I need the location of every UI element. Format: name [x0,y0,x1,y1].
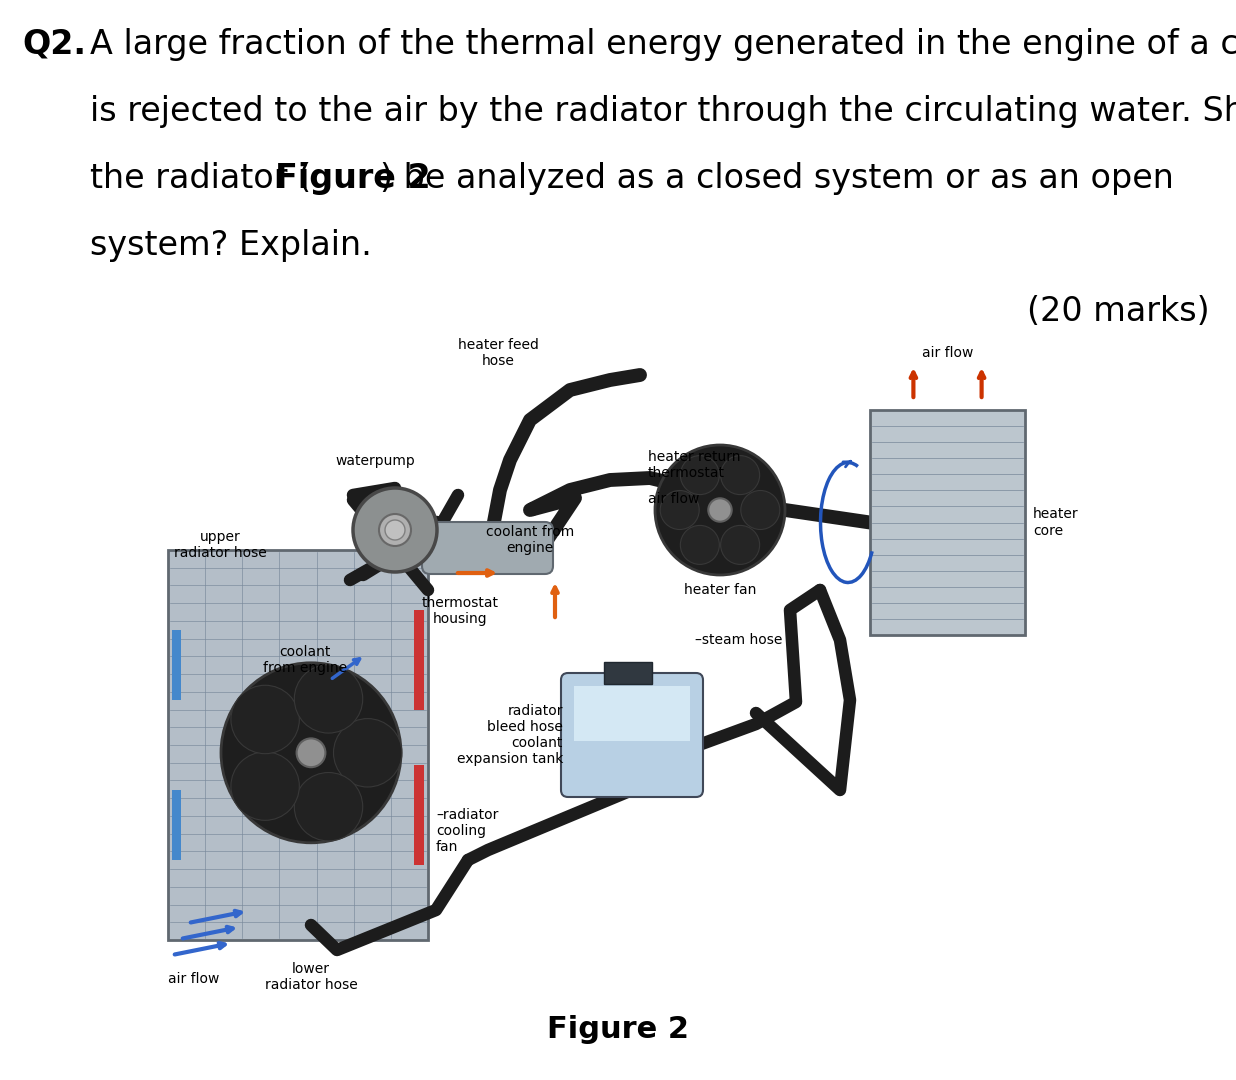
Circle shape [379,514,412,546]
Circle shape [334,718,402,787]
Bar [604,662,653,684]
Bar [414,610,424,710]
Circle shape [680,456,719,495]
Text: the radiator (: the radiator ( [90,162,311,195]
Circle shape [297,739,325,767]
Bar [168,550,428,940]
Circle shape [294,772,362,841]
Bar [414,765,424,865]
Text: heater fan: heater fan [684,583,756,597]
Circle shape [221,663,400,842]
Text: air flow: air flow [648,492,700,507]
Text: Figure 2: Figure 2 [548,1015,688,1044]
Text: Q2.: Q2. [22,28,87,60]
Circle shape [680,525,719,565]
Text: heater
core: heater core [1033,508,1079,538]
Circle shape [721,456,760,495]
Circle shape [708,498,732,522]
Circle shape [231,752,299,821]
Text: air flow: air flow [922,346,973,360]
Bar [172,630,180,700]
Text: upper
radiator hose: upper radiator hose [173,530,267,561]
Text: coolant from
engine: coolant from engine [486,525,575,555]
Text: heater return
thermostat: heater return thermostat [648,450,740,481]
Bar [172,789,180,860]
Bar [574,686,690,741]
Circle shape [721,525,760,565]
Circle shape [294,664,362,733]
FancyBboxPatch shape [561,673,703,797]
Text: thermostat
housing: thermostat housing [421,596,498,626]
Text: is rejected to the air by the radiator through the circulating water. Should: is rejected to the air by the radiator t… [90,95,1236,129]
Text: A large fraction of the thermal energy generated in the engine of a car: A large fraction of the thermal energy g… [90,28,1236,60]
Text: –steam hose: –steam hose [695,633,782,647]
Text: coolant
from engine: coolant from engine [263,645,347,675]
Circle shape [384,519,405,540]
Text: radiator
bleed hose
coolant
expansion tank: radiator bleed hose coolant expansion ta… [456,704,564,767]
Text: system? Explain.: system? Explain. [90,229,372,262]
Text: Figure 2: Figure 2 [274,162,430,195]
Bar [870,410,1025,635]
Circle shape [660,490,700,529]
Text: (20 marks): (20 marks) [1027,295,1210,328]
Text: heater feed
hose: heater feed hose [457,338,539,368]
Circle shape [231,686,299,754]
Circle shape [655,445,785,575]
Text: –radiator
cooling
fan: –radiator cooling fan [436,808,498,854]
Circle shape [740,490,780,529]
Circle shape [353,488,438,572]
Text: ) be analyzed as a closed system or as an open: ) be analyzed as a closed system or as a… [381,162,1174,195]
Text: air flow: air flow [168,972,219,986]
FancyBboxPatch shape [421,522,552,573]
Text: waterpump: waterpump [335,454,415,468]
Text: lower
radiator hose: lower radiator hose [265,962,357,993]
